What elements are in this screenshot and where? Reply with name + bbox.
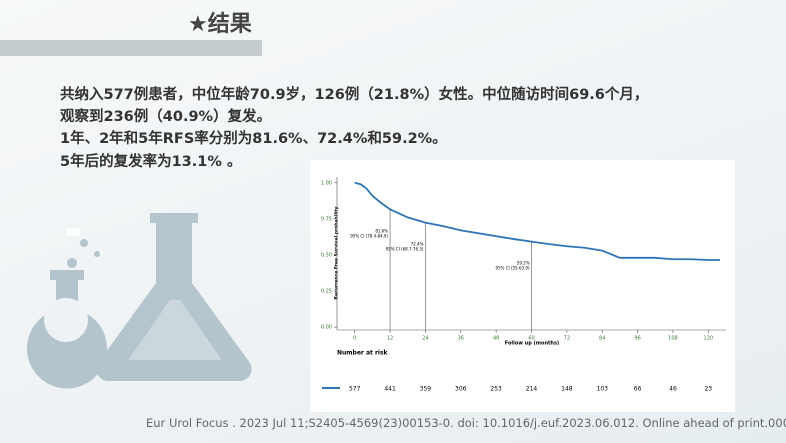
body-line: 1年、2年和5年RFS率分别为81.6%、72.4%和59.2%。 xyxy=(60,131,447,147)
x-tick-label: 36 xyxy=(458,336,464,342)
annotation-ci: 95% CI (78.4-84.9) xyxy=(350,233,388,238)
y-tick-label: 1.00 xyxy=(321,180,332,186)
risk-value: 66 xyxy=(634,386,642,393)
citation: Eur Urol Focus . 2023 Jul 11;S2405-4569(… xyxy=(146,416,786,430)
title-bar xyxy=(0,40,262,56)
y-tick-label: 0.25 xyxy=(321,289,332,295)
risk-value: 148 xyxy=(561,386,573,393)
x-tick-label: 72 xyxy=(564,336,570,342)
x-tick-label: 84 xyxy=(599,336,605,342)
x-tick-label: 108 xyxy=(668,336,678,342)
x-tick-label: 48 xyxy=(493,336,499,342)
annotation-ci: 95% CI (68.7-76.3) xyxy=(386,247,424,252)
annotation-label: 81.6% xyxy=(375,228,388,233)
x-axis-title: Follow up (months) xyxy=(505,341,559,347)
survival-curve xyxy=(354,181,721,261)
x-tick-label: 12 xyxy=(387,336,393,342)
body-line: 观察到236例（40.9%）复发。 xyxy=(60,109,272,125)
body-line: 共纳入577例患者，中位年龄70.9岁，126例（21.8%）女性。中位随访时间… xyxy=(60,87,649,103)
y-tick-label: 0.75 xyxy=(321,216,332,222)
y-tick-label: 0.50 xyxy=(321,252,332,258)
x-tick-label: 0 xyxy=(353,336,356,342)
risk-value: 577 xyxy=(349,386,361,393)
risk-value: 306 xyxy=(455,386,467,393)
risk-value: 359 xyxy=(420,386,432,393)
x-tick-label: 120 xyxy=(704,336,714,342)
x-tick-label: 96 xyxy=(634,336,640,342)
x-tick-label: 60 xyxy=(528,336,534,342)
slide-title: ★结果 xyxy=(188,12,252,37)
risk-value: 214 xyxy=(526,386,538,393)
annotation-ci: 95% CI (55-63.9) xyxy=(496,266,530,271)
body-line: 5年后的复发率为13.1% 。 xyxy=(60,154,242,170)
y-axis-title: Recurrence Free Survival probability xyxy=(334,206,340,299)
risk-value: 46 xyxy=(669,386,677,393)
y-tick-label: 0.00 xyxy=(321,325,332,331)
x-tick-label: 24 xyxy=(422,336,428,342)
risk-value: 103 xyxy=(597,386,609,393)
risk-value: 253 xyxy=(490,386,502,393)
annotation-label: 59.2% xyxy=(517,261,530,266)
annotation-label: 72.4% xyxy=(411,242,424,247)
risk-value: 441 xyxy=(384,386,396,393)
risk-title: Number at risk xyxy=(337,350,389,357)
risk-value: 23 xyxy=(704,386,712,393)
